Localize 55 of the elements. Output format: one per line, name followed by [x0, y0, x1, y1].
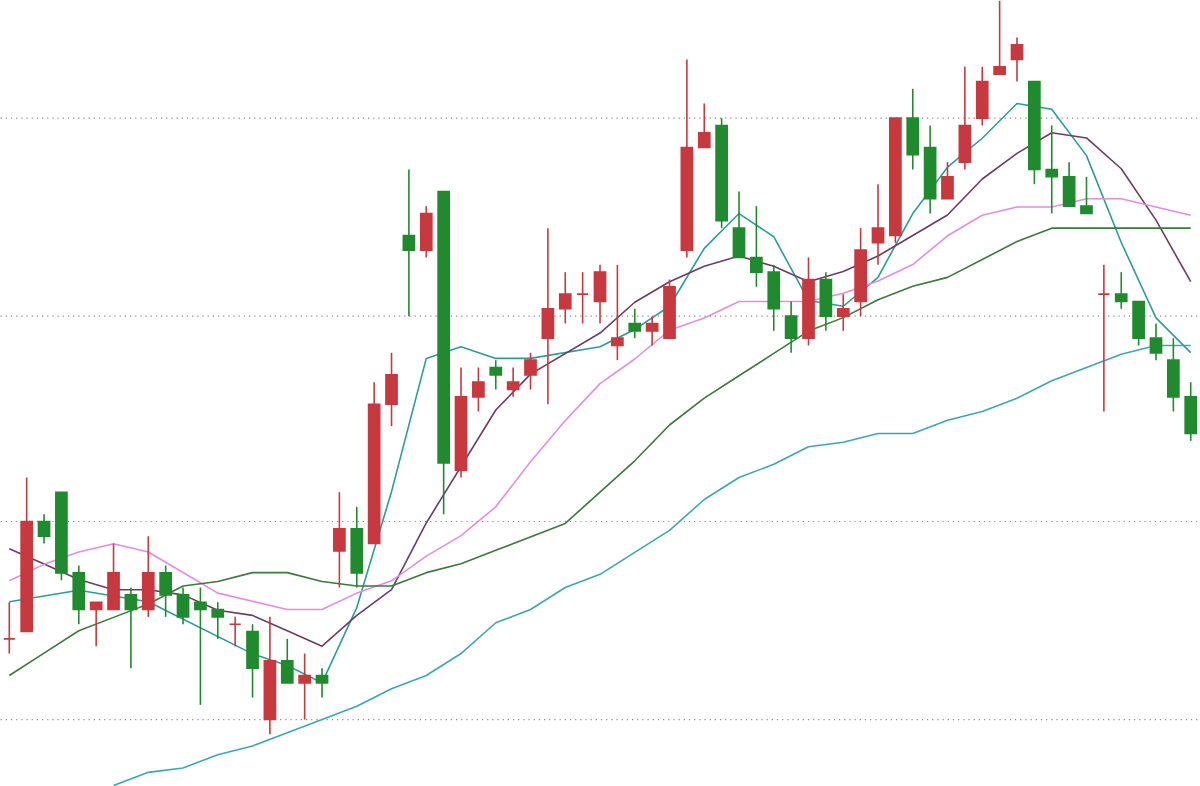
candlestick — [1149, 322, 1163, 361]
candlestick — [958, 65, 972, 171]
candlestick — [767, 263, 781, 332]
candlestick — [1114, 271, 1128, 310]
candlestick — [836, 293, 850, 332]
candlestick — [784, 300, 798, 354]
candlestick — [906, 87, 920, 171]
candlestick — [645, 315, 659, 347]
candlestick — [333, 491, 346, 589]
candlestick — [576, 271, 589, 325]
candlestick — [472, 366, 485, 413]
candlestick — [280, 637, 294, 684]
candlestick — [385, 351, 398, 427]
candlestick — [871, 183, 885, 266]
candlestick — [611, 263, 624, 361]
candlestick — [524, 351, 537, 391]
candlestick — [124, 586, 138, 669]
candlestick — [593, 263, 607, 325]
candlestick — [750, 205, 763, 288]
candlestick — [298, 652, 312, 721]
candlestick — [941, 161, 954, 200]
candlestick — [993, 0, 1006, 75]
candlestick — [159, 564, 173, 618]
candlestick — [228, 615, 242, 647]
candlestick — [211, 601, 225, 640]
candlestick — [558, 271, 572, 325]
candlestick — [732, 190, 746, 259]
candlestick — [107, 542, 120, 611]
candlestick — [489, 359, 503, 391]
candlestick — [72, 564, 86, 625]
candlestick — [89, 601, 103, 647]
candlestick — [402, 168, 416, 317]
candlestick — [541, 227, 555, 405]
candlestick — [419, 205, 433, 259]
candlestick — [176, 586, 190, 625]
candlestick — [350, 505, 364, 589]
candlestick — [628, 307, 642, 339]
candlestick — [1097, 263, 1111, 413]
candlestick — [1062, 161, 1076, 207]
candlestick — [37, 513, 51, 545]
candlestick — [1080, 175, 1093, 215]
candlestick — [246, 623, 259, 699]
candlestick — [975, 65, 989, 127]
candlestick — [194, 586, 207, 706]
candlestick — [1184, 381, 1198, 442]
candlestick — [1010, 36, 1024, 83]
candlestick — [819, 271, 833, 332]
candlestick — [2, 601, 16, 655]
candlestick — [315, 667, 329, 699]
candlestick — [697, 102, 711, 149]
candlestick — [506, 366, 520, 398]
candlestick — [1132, 300, 1145, 347]
candlestick — [141, 535, 155, 618]
candlestick — [1167, 337, 1180, 413]
candlestick — [1045, 124, 1059, 215]
